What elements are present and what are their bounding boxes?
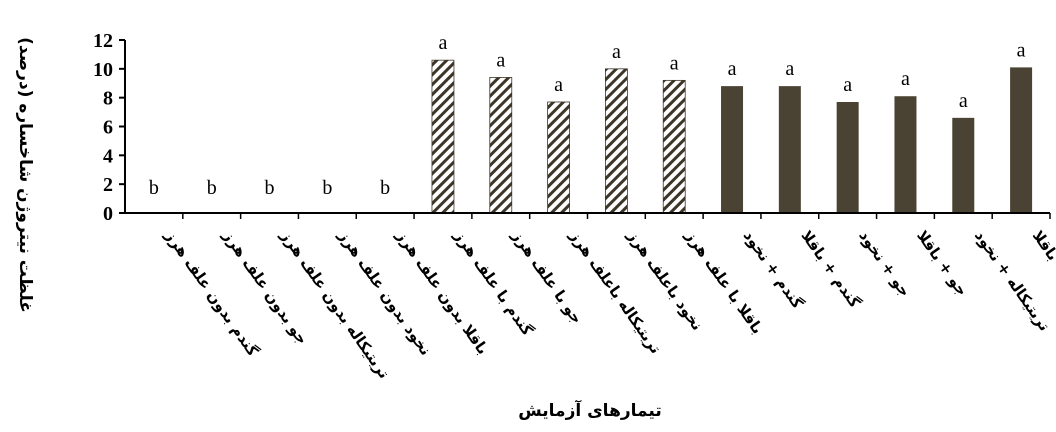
x-category-label: گندم + نخود [740, 227, 807, 312]
y-tick-label: 6 [103, 117, 113, 139]
significance-letter: b [149, 177, 159, 199]
significance-letter: a [496, 49, 505, 71]
significance-letter: a [785, 58, 794, 80]
x-axis-title: تیمارهای آزمایش [518, 399, 662, 421]
significance-letter: a [612, 41, 621, 63]
bar [605, 68, 628, 214]
y-axis-title: غلظت نیتروژن شاخساره (درصد) [15, 37, 35, 313]
bar [1010, 67, 1033, 214]
significance-letter: a [843, 74, 852, 96]
y-tick-label: 2 [103, 174, 113, 196]
significance-letter: a [728, 58, 737, 80]
y-ticks-group: 0 2 4 6 8 10 12 [93, 30, 125, 225]
x-category-label: جو + باقلا [913, 227, 971, 299]
x-category-label: تریتیکاله بدون علف هرز [277, 226, 394, 382]
letters-group: b b b b b a a a a a a a a a a a [149, 32, 1026, 199]
bar [489, 77, 513, 214]
x-category-label: جو + نخود [855, 227, 914, 300]
bar [662, 79, 686, 214]
y-tick-label: 0 [103, 203, 113, 225]
significance-letter: b [380, 177, 390, 199]
bar [431, 59, 455, 214]
significance-letter: a [1017, 39, 1026, 61]
y-tick-label: 4 [103, 145, 113, 167]
significance-letter: b [322, 177, 332, 199]
significance-letter: a [554, 74, 563, 96]
y-tick-label: 10 [93, 59, 113, 81]
y-tick-label: 12 [93, 30, 113, 52]
y-tick-label: 8 [103, 88, 113, 110]
significance-letter: b [207, 177, 217, 199]
x-category-label: گندم + باقلا [798, 227, 865, 311]
significance-letter: a [959, 90, 968, 112]
bar [721, 86, 744, 213]
significance-letter: a [901, 68, 910, 90]
bar [894, 96, 917, 213]
bar [778, 86, 801, 213]
bar [547, 101, 570, 214]
bars-group [431, 59, 1033, 214]
significance-letter: b [265, 177, 275, 199]
bar [836, 101, 859, 213]
bar [952, 117, 975, 213]
significance-letter: a [439, 32, 448, 54]
significance-letter: a [670, 52, 679, 74]
